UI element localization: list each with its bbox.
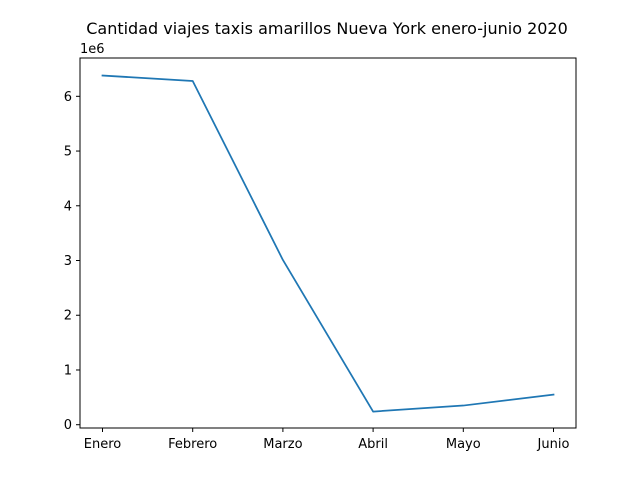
y-axis-offset-label: 1e6 — [80, 42, 105, 57]
plot-frame — [79, 57, 577, 429]
series-line — [101, 74, 555, 413]
plot-area: Enero Febrero Marzo Abril Mayo Junio 0 1 2 3 4 5 6 — [64, 57, 577, 452]
y-tick-label: 0 — [64, 418, 72, 433]
x-tick-label: Marzo — [263, 437, 302, 452]
x-tick-label: Abril — [358, 437, 388, 452]
y-tick-label: 5 — [64, 145, 72, 160]
x-tick-label: Mayo — [446, 437, 481, 452]
x-tick-label: Junio — [537, 437, 570, 452]
x-tick-label: Enero — [84, 437, 122, 452]
y-tick-label: 3 — [64, 254, 72, 269]
y-tick-label: 2 — [64, 309, 72, 324]
y-tick-label: 4 — [64, 199, 72, 214]
y-tick-label: 6 — [64, 90, 72, 105]
y-tick-label: 1 — [64, 363, 72, 378]
x-tick-label: Febrero — [168, 437, 217, 452]
chart-title: Cantidad viajes taxis amarillos Nueva Yo… — [86, 19, 568, 38]
